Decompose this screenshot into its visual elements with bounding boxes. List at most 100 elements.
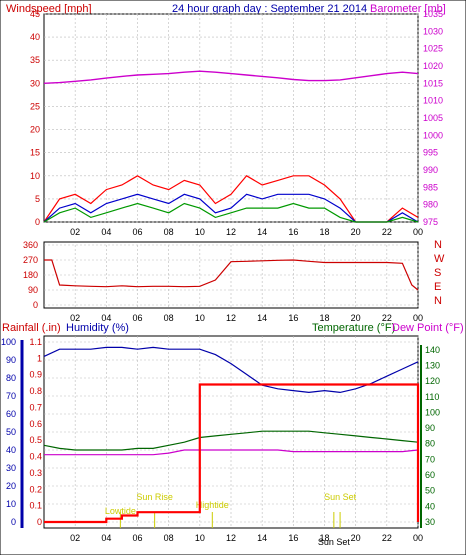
rain-tick-label: 0.4 <box>29 452 42 462</box>
x-tick-label: 18 <box>319 313 329 323</box>
barometer-tick-label: 1005 <box>423 113 443 123</box>
x-tick-label: 02 <box>70 533 80 543</box>
wind-tick-label: 10 <box>30 171 40 181</box>
x-tick-label: 08 <box>164 533 174 543</box>
x-tick-label: 20 <box>351 227 361 237</box>
series-line <box>43 430 419 451</box>
series-line <box>43 346 419 394</box>
x-tick-label: 08 <box>164 227 174 237</box>
wind-tick-label: 40 <box>30 32 40 42</box>
temperature-tick-label: 40 <box>425 501 435 511</box>
event-label: Lowtide <box>105 506 136 516</box>
barometer-tick-label: 975 <box>423 217 438 227</box>
humidity-tick-label: 50 <box>6 427 16 437</box>
barometer-tick-label: 1035 <box>423 9 443 19</box>
humidity-tick-label: 10 <box>6 499 16 509</box>
x-tick-label: 12 <box>226 227 236 237</box>
humidity-axis-label: Humidity (%) <box>66 322 129 334</box>
rain-tick-label: 0.9 <box>29 370 42 380</box>
x-tick-label: 16 <box>288 227 298 237</box>
temperature-tick-label: 30 <box>425 517 435 527</box>
wind-tick-label: 20 <box>30 125 40 135</box>
barometer-tick-label: 1030 <box>423 26 443 36</box>
barometer-tick-label: 980 <box>423 200 438 210</box>
x-tick-label: 02 <box>70 313 80 323</box>
barometer-tick-label: 990 <box>423 165 438 175</box>
x-tick-label: 10 <box>195 227 205 237</box>
x-tick-label: 22 <box>382 313 392 323</box>
humidity-tick-label: 40 <box>6 445 16 455</box>
event-label: Sun Set <box>324 492 357 502</box>
rain-tick-label: 0.3 <box>29 468 42 478</box>
wind-tick-label: 15 <box>30 148 40 158</box>
temperature-tick-label: 140 <box>425 345 440 355</box>
wind-tick-label: 5 <box>35 194 40 204</box>
barometer-tick-label: 1000 <box>423 130 443 140</box>
temperature-axis-label: Temperature (°F) <box>312 322 395 334</box>
event-label: Hightide <box>196 500 229 510</box>
x-tick-label: 06 <box>132 313 142 323</box>
x-tick-label: 20 <box>351 533 361 543</box>
wind-tick-label: 35 <box>30 55 40 65</box>
barometer-tick-label: 1025 <box>423 44 443 54</box>
temperature-tick-label: 130 <box>425 360 440 370</box>
barometer-tick-label: 995 <box>423 148 438 158</box>
x-tick-label: 16 <box>288 313 298 323</box>
series-line <box>44 449 419 456</box>
direction-tick-label: 360 <box>23 240 38 250</box>
rainfall-line <box>44 383 420 524</box>
event-label: Sun Rise <box>136 492 173 502</box>
compass-label: W <box>434 253 445 265</box>
wind-tick-label: 45 <box>30 9 40 19</box>
barometer-tick-label: 1020 <box>423 61 443 71</box>
rain-tick-label: 0.1 <box>29 501 42 511</box>
x-tick-label: 00 <box>413 313 423 323</box>
humidity-tick-label: 80 <box>6 373 16 383</box>
compass-label: E <box>434 281 441 293</box>
rain-tick-label: 0.2 <box>29 484 42 494</box>
rain-tick-label: 0.7 <box>29 402 42 412</box>
rain-tick-label: 0.5 <box>29 435 42 445</box>
rainfall-axis-label: Rainfall (.in) <box>2 322 61 334</box>
x-tick-label: 10 <box>195 533 205 543</box>
humidity-tick-label: 100 <box>1 337 16 347</box>
wind-axis-label: Windspeed [mph] <box>6 3 92 15</box>
x-tick-label: 14 <box>257 533 267 543</box>
rain-tick-label: 0.6 <box>29 419 42 429</box>
x-tick-label: 02 <box>70 227 80 237</box>
x-tick-label: 22 <box>382 227 392 237</box>
chart-title: 24 hour graph day : September 21 2014 <box>172 3 367 15</box>
x-tick-label: 00 <box>413 533 423 543</box>
barometer-tick-label: 1010 <box>423 96 443 106</box>
direction-tick-label: 0 <box>33 300 38 310</box>
rain-tick-label: 0.8 <box>29 386 42 396</box>
rain-tick-label: 0 <box>37 517 42 527</box>
dewpoint-axis-label: Dew Point (°F) <box>392 322 464 334</box>
temperature-tick-label: 100 <box>425 407 440 417</box>
x-tick-label: 06 <box>132 533 142 543</box>
x-tick-label: 08 <box>164 313 174 323</box>
temperature-tick-label: 80 <box>425 439 435 449</box>
humidity-tick-label: 70 <box>6 391 16 401</box>
x-tick-label: 06 <box>132 227 142 237</box>
x-tick-label: 18 <box>319 227 329 237</box>
humidity-tick-label: 30 <box>6 463 16 473</box>
x-tick-label: 16 <box>288 533 298 543</box>
temperature-tick-label: 50 <box>425 486 435 496</box>
x-tick-label: 14 <box>257 227 267 237</box>
x-tick-label: 00 <box>413 227 423 237</box>
humidity-tick-label: 0 <box>11 517 16 527</box>
direction-tick-label: 90 <box>28 285 38 295</box>
x-tick-label: 12 <box>226 533 236 543</box>
direction-tick-label: 180 <box>23 270 38 280</box>
rain-tick-label: 1.1 <box>29 337 42 347</box>
series-line <box>43 70 419 84</box>
barometer-axis-label: Barometer [mb] <box>370 3 446 15</box>
humidity-tick-label: 20 <box>6 481 16 491</box>
barometer-tick-label: 1015 <box>423 78 443 88</box>
compass-label: S <box>434 267 441 279</box>
x-tick-label: 04 <box>101 227 111 237</box>
series-line <box>44 259 419 291</box>
x-tick-label: 12 <box>226 313 236 323</box>
